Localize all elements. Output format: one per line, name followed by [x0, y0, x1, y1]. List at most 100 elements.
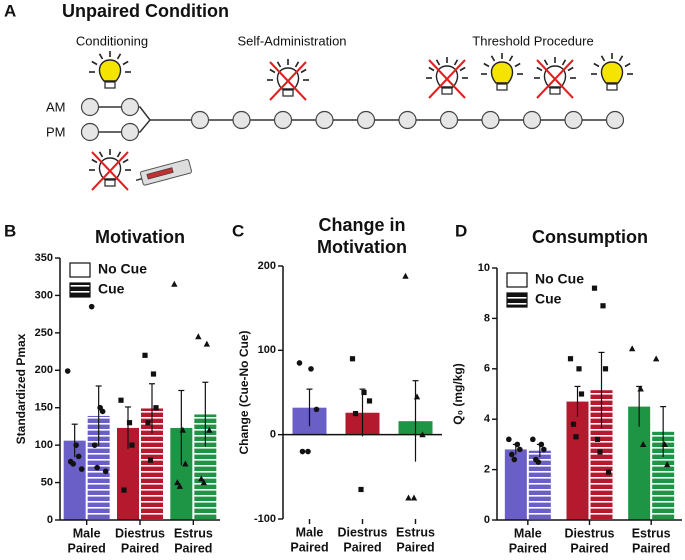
bulb-ray [600, 55, 606, 62]
row-label: AM [46, 99, 66, 114]
bulb-ray [567, 66, 574, 72]
bulb-ray [536, 66, 543, 72]
light-bulb [89, 149, 131, 191]
bulb-ray [561, 59, 567, 66]
bulb-ray [483, 62, 490, 68]
data-point [78, 466, 85, 472]
y-tick-label: 50 [41, 476, 53, 488]
data-point [145, 420, 151, 426]
bulb-base [549, 87, 561, 95]
x-tick-label: Diestrus [115, 526, 165, 540]
legend-swatch [506, 292, 528, 308]
session-node [315, 110, 334, 130]
data-point [99, 408, 106, 415]
bulb-ray [98, 151, 104, 158]
panel-letter: D [455, 221, 467, 240]
x-tick-label: Paired [290, 540, 328, 554]
data-point [308, 366, 314, 372]
bulb-base [282, 89, 294, 97]
x-tick-label: Paired [68, 541, 106, 555]
timeline [80, 51, 633, 191]
data-point [506, 436, 512, 443]
session-node [398, 110, 417, 130]
light-bulb [591, 53, 633, 91]
cross [269, 61, 307, 101]
y-tick-label: 200 [35, 364, 53, 376]
data-point [126, 420, 133, 426]
data-point [578, 391, 585, 397]
session-node [564, 110, 583, 130]
data-point [147, 457, 154, 463]
legend-label: Cue [98, 281, 125, 297]
light-bulb [89, 51, 131, 89]
data-point [142, 352, 148, 358]
diagram-title: Unpaired Condition [62, 1, 229, 21]
data-point [176, 482, 184, 489]
data-point [73, 442, 79, 448]
bulb-base [496, 83, 508, 91]
data-point [530, 436, 536, 443]
session-node [232, 110, 251, 130]
bulb-glass [600, 61, 624, 84]
y-tick-label: 0 [484, 514, 490, 526]
y-tick-label: 2 [484, 464, 490, 476]
phase-label: Self-Administration [237, 33, 346, 48]
light-bulb [426, 57, 468, 99]
data-point [198, 475, 205, 482]
bar-panel: B Motivation Standardized Pmax 0 50 100 150 200… [4, 221, 220, 555]
x-tick-label: Estrus [632, 526, 671, 540]
data-point [153, 405, 159, 411]
data-point [174, 479, 181, 486]
x-tick-label: Male [73, 526, 101, 540]
light-bulb [534, 57, 576, 99]
bulb-ray [116, 151, 122, 158]
data-point [570, 421, 577, 427]
cross [428, 59, 466, 99]
data-point [94, 464, 100, 471]
data-point [366, 398, 373, 404]
bar [628, 406, 651, 520]
data-point [600, 303, 606, 309]
x-tick-label: Male [514, 526, 542, 540]
bulb-ray [98, 53, 104, 60]
y-axis-label: Change (Cue-No Cue) [237, 331, 251, 455]
legend-swatch [69, 262, 91, 278]
x-tick-label: Paired [174, 541, 212, 555]
bar [652, 431, 675, 520]
session-node [190, 110, 210, 130]
bar [194, 414, 217, 520]
data-point [410, 494, 418, 501]
bulb-glass [98, 59, 122, 82]
chart-title: Change in [318, 215, 405, 235]
data-point [591, 285, 598, 291]
bulb-ray [490, 55, 496, 62]
data-point [402, 272, 409, 279]
session-node [356, 110, 376, 130]
bulb-ray [276, 61, 282, 68]
bar [528, 450, 551, 520]
data-point [637, 385, 644, 392]
session-node [481, 110, 500, 130]
bulb-ray [543, 59, 549, 66]
data-point [652, 355, 660, 362]
bulb-ray [453, 59, 459, 66]
bar [590, 390, 613, 520]
bulb-base [606, 83, 618, 91]
data-point [70, 461, 76, 467]
y-tick-label: 0 [270, 429, 276, 441]
bar [170, 427, 193, 520]
data-point [118, 397, 124, 403]
bulb-ray [508, 55, 514, 62]
phase-label: Threshold Procedure [472, 33, 593, 48]
y-tick-label: 250 [35, 327, 53, 339]
y-tick-label: 200 [258, 260, 276, 272]
data-point [538, 441, 545, 448]
y-tick-label: 4 [484, 413, 491, 425]
phase-label: Conditioning [76, 33, 148, 48]
bulb-glass [98, 157, 122, 180]
panel-letter: A [4, 1, 16, 20]
light-bulb [481, 53, 523, 91]
bulb-glass [435, 65, 459, 88]
session-node [522, 110, 542, 130]
data-point [602, 366, 609, 372]
